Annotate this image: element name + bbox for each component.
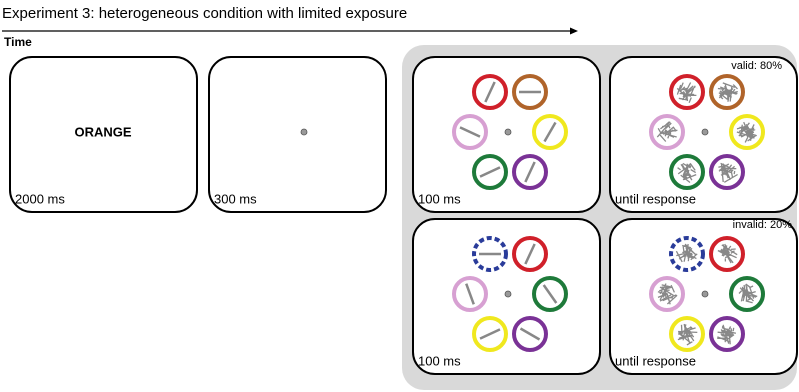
panel: ORANGE 2000 ms — [10, 57, 197, 212]
duration: 100 ms — [418, 353, 461, 368]
fixation — [301, 129, 307, 135]
time-label: Time — [4, 35, 32, 49]
duration: 2000 ms — [15, 191, 65, 206]
duration: until response — [615, 353, 696, 368]
word: ORANGE — [74, 124, 131, 139]
fixation — [505, 129, 511, 135]
panel: 300 ms — [209, 57, 386, 212]
diagram: Experiment 3: heterogeneous condition wi… — [0, 0, 799, 392]
cue: valid: 80% — [731, 60, 782, 72]
duration: 300 ms — [214, 191, 257, 206]
fixation — [702, 129, 708, 135]
title: Experiment 3: heterogeneous condition wi… — [2, 5, 407, 22]
duration: until response — [615, 191, 696, 206]
frame — [209, 57, 386, 212]
fixation — [505, 291, 511, 297]
cue: invalid: 20% — [733, 219, 793, 231]
fixation — [702, 291, 708, 297]
time-arrowhead — [570, 28, 578, 35]
duration: 100 ms — [418, 191, 461, 206]
